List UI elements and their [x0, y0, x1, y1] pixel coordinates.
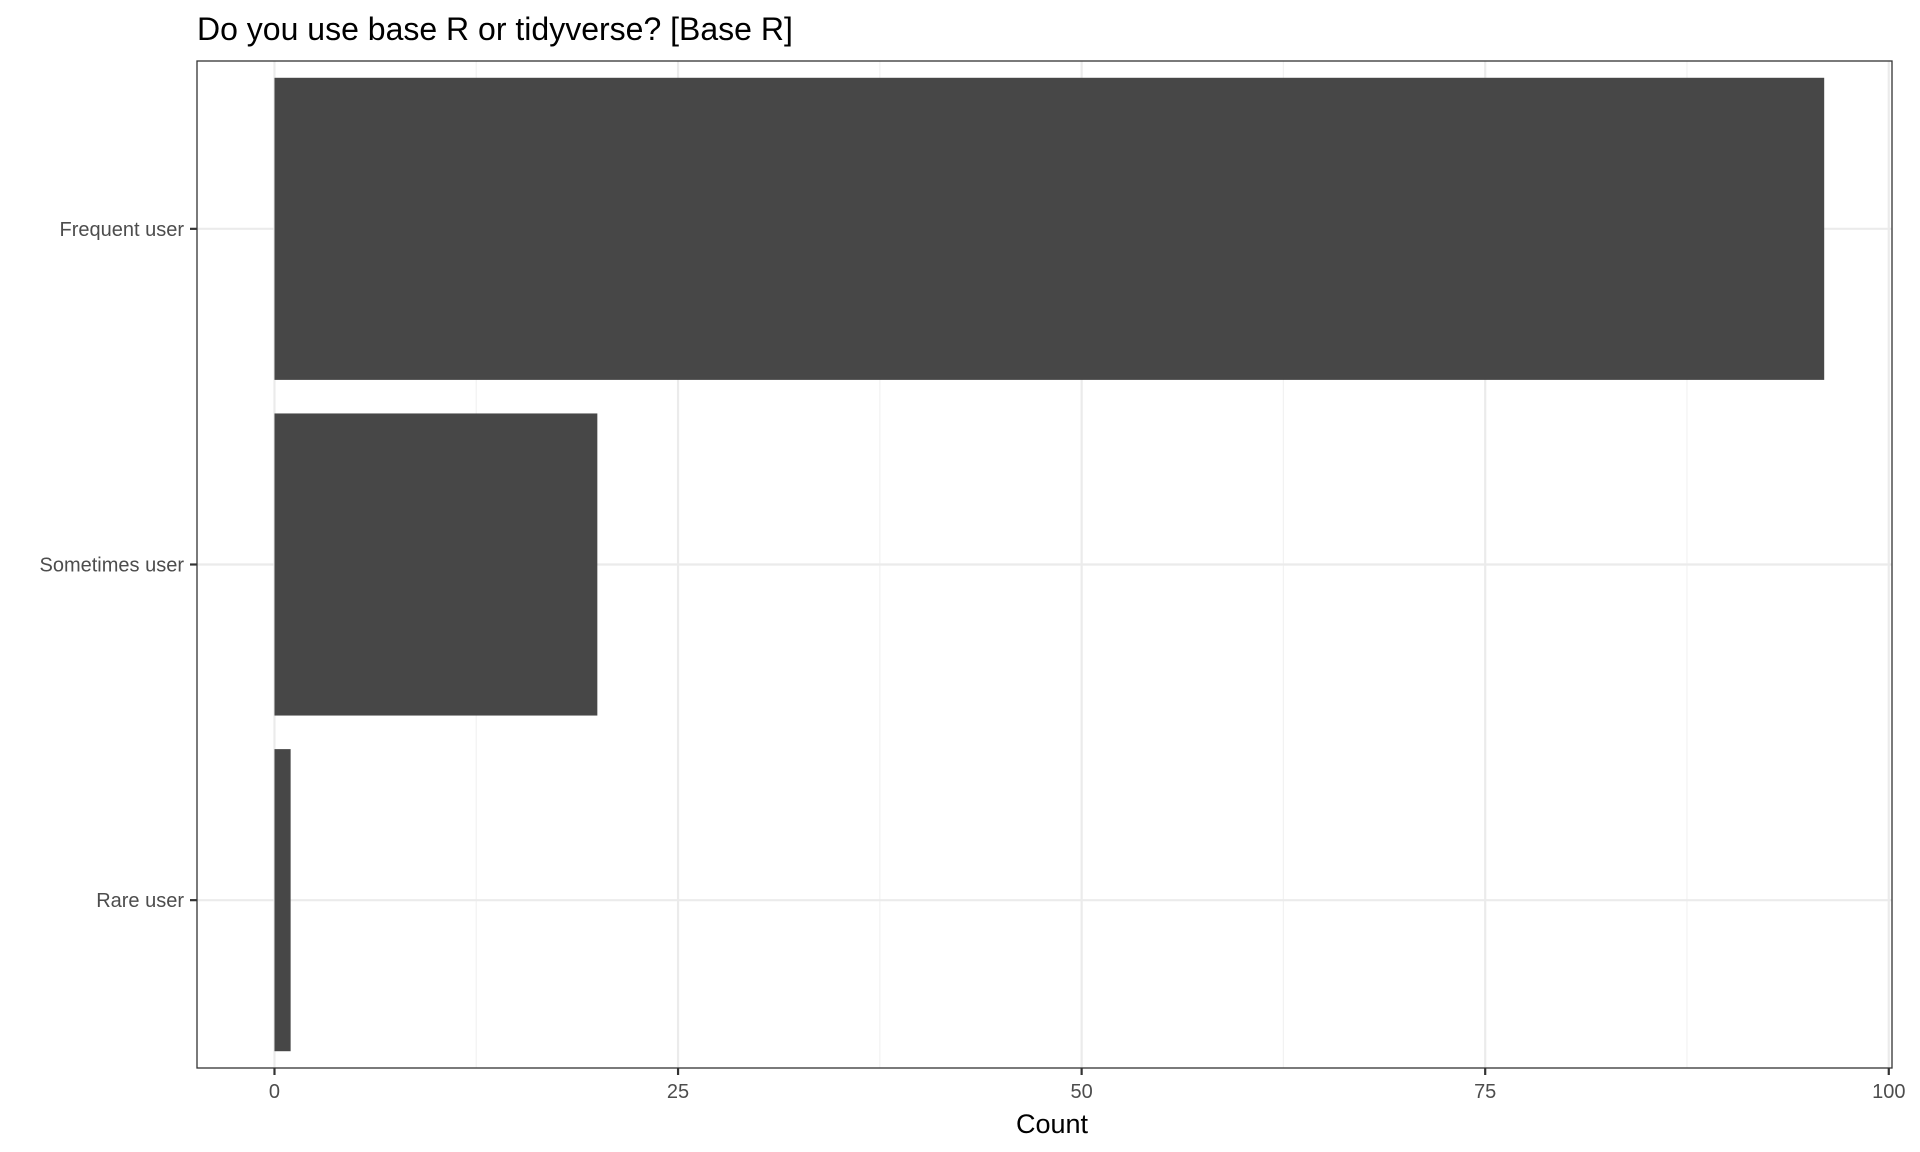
- bar: [274, 413, 598, 716]
- x-tick-label: 50: [1071, 1081, 1093, 1103]
- bar: [274, 749, 291, 1052]
- chart-title: Do you use base R or tidyverse? [Base R]: [197, 11, 793, 47]
- y-tick-label: Frequent user: [59, 219, 184, 241]
- bars: [274, 77, 1825, 1052]
- x-tick-label: 0: [269, 1081, 280, 1103]
- x-axis: 0 25 50 75 100: [269, 1068, 1905, 1103]
- x-tick-label: 25: [667, 1081, 689, 1103]
- bar: [274, 77, 1825, 380]
- x-tick-label: 75: [1474, 1081, 1496, 1103]
- x-axis-title: Count: [1016, 1109, 1089, 1139]
- y-axis: Frequent user Sometimes user Rare user: [40, 219, 197, 912]
- y-tick-label: Sometimes user: [40, 555, 185, 577]
- y-tick-label: Rare user: [96, 890, 184, 912]
- x-tick-label: 100: [1872, 1081, 1905, 1103]
